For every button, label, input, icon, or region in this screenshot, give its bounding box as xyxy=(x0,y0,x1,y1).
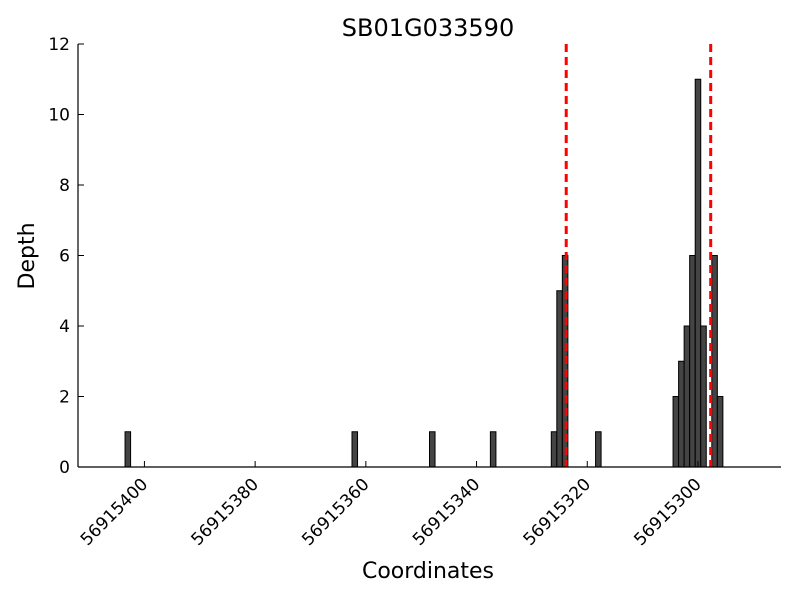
y-tick-label: 6 xyxy=(59,247,70,267)
y-tick-label: 8 xyxy=(59,176,70,196)
depth-bar xyxy=(716,396,724,468)
axes-group: 0 2 4 6 8 10 12 56915400 56915380 56915360 5691534… xyxy=(48,35,781,550)
bars-group xyxy=(124,78,724,468)
depth-bar xyxy=(678,360,685,468)
x-tick-label: 56915320 xyxy=(520,475,595,550)
depth-bar xyxy=(689,255,696,468)
y-axis-label: Depth xyxy=(15,222,40,289)
depth-bar xyxy=(429,431,436,468)
y-tick-label: 10 xyxy=(48,106,70,126)
y-tick-label: 0 xyxy=(59,458,70,478)
depth-bar xyxy=(550,431,558,468)
chart-title: SB01G033590 xyxy=(342,14,514,42)
depth-bar xyxy=(595,431,602,468)
depth-bar xyxy=(700,325,707,468)
x-tick-label: 56915300 xyxy=(630,475,705,550)
depth-bar xyxy=(694,78,702,468)
x-axis-label: Coordinates xyxy=(362,559,494,584)
x-tick-label: 56915400 xyxy=(77,475,152,550)
depth-bar xyxy=(711,255,718,468)
markers-group xyxy=(564,44,713,467)
y-tick-label: 2 xyxy=(59,388,70,408)
y-tick-label: 4 xyxy=(59,317,70,337)
depth-bar xyxy=(683,325,691,468)
depth-bar xyxy=(489,431,497,468)
x-tick-label: 56915360 xyxy=(298,475,373,550)
x-tick-label: 56915340 xyxy=(409,475,484,550)
depth-bar xyxy=(556,290,563,468)
depth-bar xyxy=(351,431,359,468)
y-tick-label: 12 xyxy=(48,35,70,55)
depth-bar xyxy=(672,396,680,468)
depth-bar xyxy=(124,431,132,468)
x-tick-label: 56915380 xyxy=(188,475,263,550)
